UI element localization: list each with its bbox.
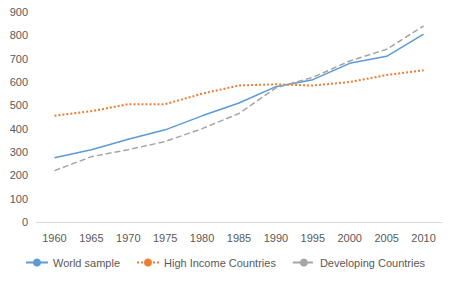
svg-text:700: 700 (10, 53, 28, 65)
svg-text:2010: 2010 (411, 232, 435, 244)
svg-text:1980: 1980 (190, 232, 214, 244)
svg-text:1970: 1970 (116, 232, 140, 244)
svg-text:1990: 1990 (264, 232, 288, 244)
svg-text:400: 400 (10, 123, 28, 135)
svg-text:800: 800 (10, 29, 28, 41)
svg-text:1985: 1985 (227, 232, 251, 244)
svg-text:300: 300 (10, 146, 28, 158)
svg-text:1975: 1975 (153, 232, 177, 244)
svg-text:0: 0 (22, 216, 28, 228)
svg-text:2000: 2000 (337, 232, 361, 244)
svg-text:2005: 2005 (374, 232, 398, 244)
svg-text:1960: 1960 (42, 232, 66, 244)
svg-text:1965: 1965 (79, 232, 103, 244)
svg-text:100: 100 (10, 193, 28, 205)
svg-text:1995: 1995 (301, 232, 325, 244)
svg-text:500: 500 (10, 99, 28, 111)
svg-text:World sample: World sample (53, 257, 120, 269)
svg-text:600: 600 (10, 76, 28, 88)
svg-text:High Income Countries: High Income Countries (164, 257, 276, 269)
svg-text:Developing Countries: Developing Countries (320, 257, 426, 269)
svg-text:900: 900 (10, 6, 28, 18)
svg-text:200: 200 (10, 169, 28, 181)
